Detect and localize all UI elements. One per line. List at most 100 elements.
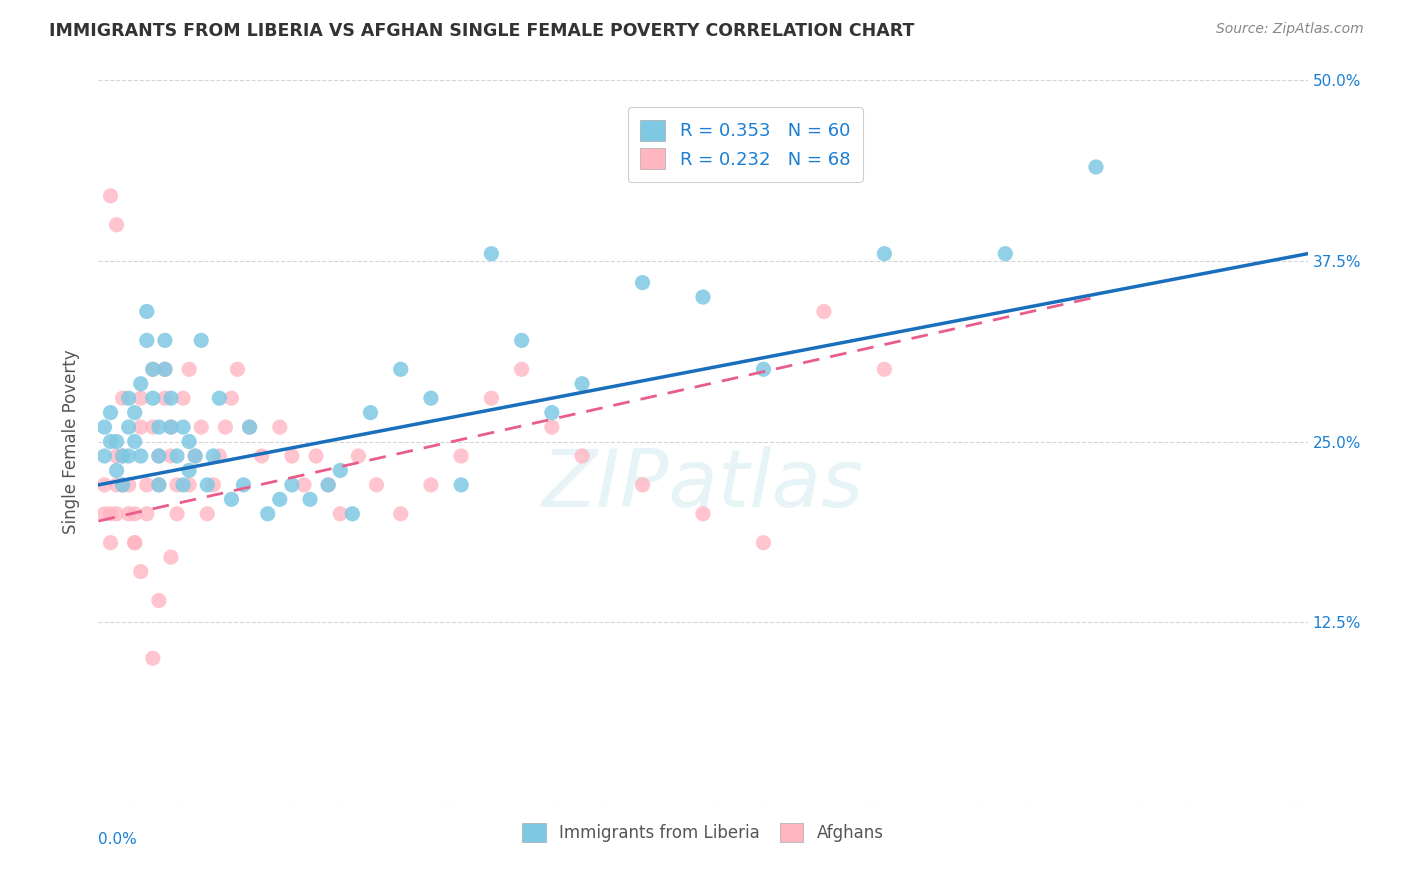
- Point: [305, 449, 328, 463]
- Point: [172, 478, 194, 492]
- Point: [316, 478, 339, 492]
- Point: [420, 478, 443, 492]
- Point: [111, 478, 134, 492]
- Point: [250, 449, 273, 463]
- Point: [129, 449, 152, 463]
- Point: [540, 406, 562, 420]
- Point: [481, 246, 503, 260]
- Point: [347, 449, 370, 463]
- Point: [172, 391, 194, 405]
- Point: [100, 189, 122, 203]
- Point: [124, 535, 146, 549]
- Point: [153, 334, 176, 348]
- Point: [135, 334, 157, 348]
- Point: [93, 449, 115, 463]
- Point: [873, 246, 896, 260]
- Point: [269, 492, 291, 507]
- Point: [111, 449, 134, 463]
- Point: [111, 449, 134, 463]
- Point: [214, 420, 236, 434]
- Point: [195, 478, 218, 492]
- Point: [118, 478, 141, 492]
- Point: [166, 507, 188, 521]
- Point: [281, 449, 304, 463]
- Point: [160, 391, 183, 405]
- Point: [190, 334, 212, 348]
- Point: [142, 420, 165, 434]
- Point: [208, 391, 231, 405]
- Point: [299, 492, 322, 507]
- Point: [142, 391, 165, 405]
- Point: [160, 420, 183, 434]
- Point: [166, 449, 188, 463]
- Point: [510, 334, 533, 348]
- Point: [148, 478, 170, 492]
- Point: [129, 565, 152, 579]
- Text: Source: ZipAtlas.com: Source: ZipAtlas.com: [1216, 22, 1364, 37]
- Point: [450, 449, 472, 463]
- Point: [142, 362, 165, 376]
- Point: [360, 406, 382, 420]
- Point: [142, 651, 165, 665]
- Point: [420, 391, 443, 405]
- Point: [571, 376, 593, 391]
- Point: [148, 420, 170, 434]
- Point: [166, 478, 188, 492]
- Point: [221, 492, 243, 507]
- Point: [571, 449, 593, 463]
- Point: [269, 420, 291, 434]
- Point: [510, 362, 533, 376]
- Point: [239, 420, 262, 434]
- Point: [129, 420, 152, 434]
- Point: [366, 478, 388, 492]
- Point: [994, 246, 1017, 260]
- Point: [202, 478, 225, 492]
- Point: [692, 290, 714, 304]
- Point: [256, 507, 278, 521]
- Point: [93, 507, 115, 521]
- Point: [329, 463, 352, 477]
- Point: [142, 362, 165, 376]
- Point: [239, 420, 262, 434]
- Point: [540, 420, 562, 434]
- Point: [873, 362, 896, 376]
- Text: 0.0%: 0.0%: [98, 831, 138, 847]
- Point: [118, 391, 141, 405]
- Point: [316, 478, 339, 492]
- Point: [129, 391, 152, 405]
- Point: [752, 362, 775, 376]
- Point: [179, 463, 201, 477]
- Point: [184, 449, 207, 463]
- Point: [93, 420, 115, 434]
- Point: [135, 478, 157, 492]
- Point: [129, 376, 152, 391]
- Point: [135, 507, 157, 521]
- Point: [292, 478, 315, 492]
- Point: [105, 434, 128, 449]
- Point: [153, 391, 176, 405]
- Point: [111, 478, 134, 492]
- Point: [100, 406, 122, 420]
- Point: [281, 478, 304, 492]
- Point: [195, 507, 218, 521]
- Point: [389, 362, 412, 376]
- Point: [118, 507, 141, 521]
- Point: [232, 478, 254, 492]
- Point: [179, 362, 201, 376]
- Point: [124, 434, 146, 449]
- Point: [190, 420, 212, 434]
- Text: IMMIGRANTS FROM LIBERIA VS AFGHAN SINGLE FEMALE POVERTY CORRELATION CHART: IMMIGRANTS FROM LIBERIA VS AFGHAN SINGLE…: [49, 22, 914, 40]
- Point: [221, 391, 243, 405]
- Point: [118, 420, 141, 434]
- Point: [631, 276, 654, 290]
- Point: [1085, 160, 1108, 174]
- Point: [148, 449, 170, 463]
- Point: [172, 420, 194, 434]
- Point: [342, 507, 364, 521]
- Point: [631, 478, 654, 492]
- Point: [124, 406, 146, 420]
- Point: [692, 507, 714, 521]
- Point: [148, 478, 170, 492]
- Point: [100, 507, 122, 521]
- Point: [118, 449, 141, 463]
